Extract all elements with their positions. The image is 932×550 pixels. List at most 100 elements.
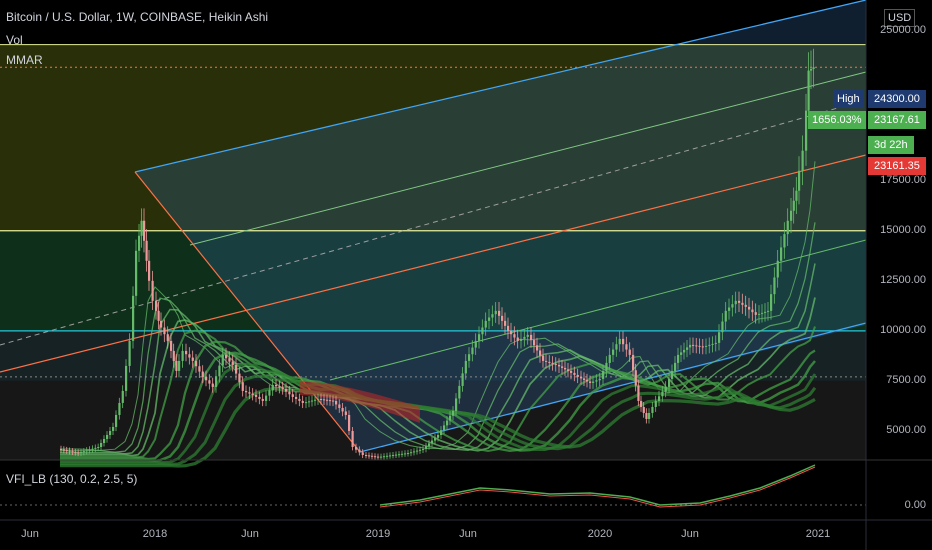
candle <box>651 406 654 413</box>
candle <box>612 349 615 355</box>
candle <box>504 320 507 326</box>
candle <box>554 363 557 365</box>
candle <box>371 455 374 457</box>
candle <box>598 378 601 381</box>
mmar-line <box>60 386 816 468</box>
candle <box>348 414 351 431</box>
candle <box>407 452 410 454</box>
candle <box>455 398 458 411</box>
symbol-title: Bitcoin / U.S. Dollar, 1W, COINBASE, Hei… <box>6 10 269 24</box>
candle <box>255 394 258 397</box>
candle <box>773 277 776 295</box>
candle <box>576 374 579 377</box>
candle <box>419 449 422 451</box>
candle <box>198 366 201 372</box>
candle <box>329 400 332 402</box>
candle <box>721 321 724 333</box>
candle <box>533 340 536 346</box>
mmar-bearish-zone <box>300 380 420 423</box>
candle <box>498 310 501 316</box>
candle <box>751 309 754 313</box>
candle <box>605 362 608 371</box>
candle <box>692 344 695 346</box>
candle <box>491 314 494 318</box>
candle <box>238 373 241 383</box>
candle <box>205 376 208 381</box>
high-label: High <box>833 90 864 108</box>
candle <box>478 334 481 341</box>
candle <box>109 430 112 435</box>
candle <box>564 367 567 370</box>
candle <box>235 364 238 374</box>
candle <box>680 352 683 355</box>
candle <box>507 325 510 331</box>
candle <box>231 361 234 365</box>
candle <box>764 311 767 313</box>
candle <box>94 447 97 449</box>
candle <box>132 295 135 341</box>
vfi-indicator-label[interactable]: VFI_LB (130, 0.2, 2.5, 5) <box>6 472 138 486</box>
candle <box>301 400 304 403</box>
candle <box>278 386 281 388</box>
candle <box>215 376 218 387</box>
candle <box>65 450 68 452</box>
candle <box>298 398 301 401</box>
vfi-pane <box>0 459 932 508</box>
candle <box>395 454 398 456</box>
candle <box>143 220 146 241</box>
candle <box>281 387 284 389</box>
candle <box>211 383 214 387</box>
currency-label[interactable]: USD <box>884 9 916 27</box>
candle <box>77 452 80 454</box>
candle <box>121 390 124 403</box>
candle <box>711 343 714 345</box>
last-price-badge: 23167.61 <box>868 111 926 129</box>
candle <box>468 354 471 361</box>
candle <box>140 220 143 236</box>
price-tick: 10000.00 <box>880 323 926 336</box>
time-tick: Jun <box>241 528 259 540</box>
candle <box>658 396 661 401</box>
candle <box>807 70 810 111</box>
price-tick: 5000.00 <box>886 423 926 436</box>
candle <box>548 361 551 363</box>
candle <box>91 448 94 450</box>
candle <box>335 400 338 405</box>
time-tick: 2019 <box>365 528 391 540</box>
candle <box>157 310 160 321</box>
candle <box>170 340 173 351</box>
candle <box>461 373 464 386</box>
candle <box>634 370 637 386</box>
candle <box>767 310 770 312</box>
candle <box>103 438 106 443</box>
pitchfork-median <box>0 99 867 346</box>
candle <box>664 386 667 392</box>
candle <box>471 347 474 355</box>
mmar-indicator-label[interactable]: MMAR <box>6 53 43 67</box>
candle <box>812 67 815 69</box>
candle <box>674 362 677 371</box>
price-tick: 7500.00 <box>886 373 926 386</box>
candle <box>118 402 121 415</box>
candle <box>776 260 779 278</box>
candle <box>761 312 764 314</box>
candle <box>228 358 231 362</box>
candle <box>754 312 757 315</box>
candle <box>795 190 798 201</box>
candle <box>520 338 523 341</box>
candle <box>425 446 428 449</box>
candle <box>798 170 801 191</box>
candle <box>71 451 74 453</box>
candle <box>389 455 392 457</box>
candle <box>654 400 657 407</box>
candle <box>718 332 721 343</box>
candle <box>686 347 689 350</box>
candle <box>449 415 452 421</box>
vol-indicator-label[interactable]: Vol <box>6 33 23 47</box>
vfi-signal-line <box>379 466 816 508</box>
candle <box>338 404 341 408</box>
vfi-line <box>379 464 816 506</box>
candle <box>326 399 329 401</box>
